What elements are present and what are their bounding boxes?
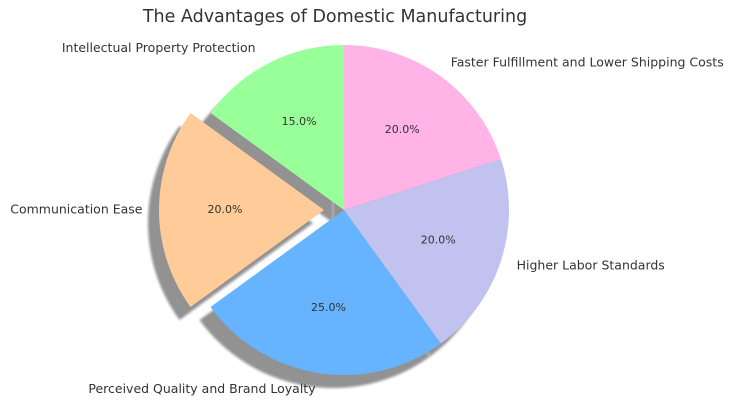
slice-percent-label-faster-fulfillment-and-lower-shipping-costs: 20.0% bbox=[385, 123, 420, 136]
pie-slice-perceived-quality-and-brand-loyalty bbox=[210, 210, 441, 375]
slice-percent-label-higher-labor-standards: 20.0% bbox=[421, 234, 456, 247]
slice-percent-label-intellectual-property-protection: 15.0% bbox=[282, 115, 317, 128]
slice-label-intellectual-property-protection: Intellectual Property Protection bbox=[62, 40, 256, 55]
slice-labels: 15.0% Intellectual Property Protection 20.… bbox=[10, 40, 723, 396]
pie-slice-higher-labor-standards bbox=[344, 159, 509, 344]
chart-title: The Advantages of Domestic Manufacturing bbox=[142, 7, 527, 27]
pie-slice-communication-ease bbox=[159, 113, 324, 307]
slice-label-higher-labor-standards: Higher Labor Standards bbox=[517, 258, 665, 273]
pie-slice-intellectual-property-protection bbox=[210, 45, 344, 210]
slice-percent-label-communication-ease: 20.0% bbox=[208, 203, 243, 216]
slice-percent-label-perceived-quality-and-brand-loyalty: 25.0% bbox=[311, 301, 346, 314]
slice-label-communication-ease: Communication Ease bbox=[10, 202, 143, 217]
pie-slices bbox=[159, 45, 509, 375]
slice-label-perceived-quality-and-brand-loyalty: Perceived Quality and Brand Loyalty bbox=[88, 381, 316, 396]
slice-label-faster-fulfillment-and-lower-shipping-costs: Faster Fulfillment and Lower Shipping Co… bbox=[451, 55, 724, 70]
pie-slice-faster-fulfillment-and-lower-shipping-costs bbox=[344, 45, 501, 210]
